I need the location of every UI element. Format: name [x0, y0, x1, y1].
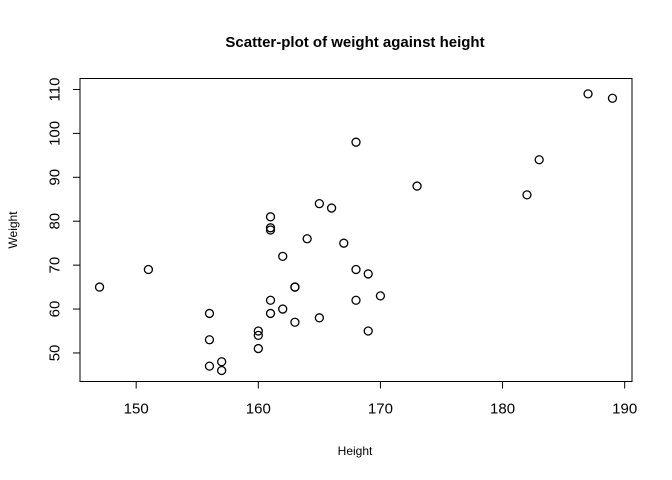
y-axis-label: Weight	[6, 211, 20, 249]
data-point	[290, 282, 300, 292]
data-point	[314, 313, 325, 323]
data-point	[253, 330, 263, 341]
y-tick-label: 110	[47, 78, 64, 102]
data-point	[363, 269, 373, 279]
data-point	[278, 251, 288, 261]
data-point	[204, 361, 215, 371]
x-axis: 150 160 170 180 190	[124, 381, 637, 418]
data-point	[204, 308, 215, 319]
data-point	[351, 264, 361, 275]
plot-area	[79, 78, 633, 382]
data-point	[326, 203, 337, 213]
data-point	[143, 264, 154, 275]
data-point	[351, 295, 361, 305]
data-point	[583, 89, 593, 99]
x-tick-label: 190	[612, 401, 637, 418]
y-tick-label: 70	[47, 257, 64, 274]
data-point	[217, 357, 227, 367]
y-tick-label: 100	[47, 121, 64, 146]
x-tick-label: 150	[124, 401, 149, 418]
x-tick-label: 170	[368, 401, 393, 418]
data-point	[375, 291, 386, 301]
data-point	[204, 335, 215, 345]
data-point	[290, 317, 300, 327]
data-point	[302, 234, 312, 244]
data-point	[278, 304, 288, 314]
y-tick-label: 60	[47, 301, 64, 318]
data-point	[412, 181, 422, 191]
data-point	[217, 365, 227, 376]
y-axis: 50 60 70 80 90 100 110	[47, 78, 81, 362]
data-point	[363, 326, 373, 336]
data-point	[265, 225, 276, 235]
data-point	[253, 343, 263, 354]
data-point	[314, 199, 325, 209]
data-point	[265, 212, 276, 222]
data-point	[265, 295, 276, 305]
x-tick-label: 160	[246, 401, 271, 418]
x-tick-label: 180	[490, 401, 515, 418]
data-point	[607, 93, 618, 103]
data-point	[351, 137, 361, 147]
y-tick-label: 50	[47, 345, 64, 362]
data-point	[265, 308, 276, 319]
chart-title: Scatter-plot of weight against height	[225, 34, 484, 51]
data-point	[534, 155, 544, 165]
data-point	[339, 238, 349, 248]
data-point	[253, 326, 263, 336]
x-axis-label: Height	[338, 444, 373, 458]
data-points	[94, 89, 618, 376]
data-point	[522, 190, 532, 200]
y-tick-label: 80	[47, 213, 64, 230]
data-point	[94, 282, 105, 292]
y-tick-label: 90	[47, 169, 64, 186]
